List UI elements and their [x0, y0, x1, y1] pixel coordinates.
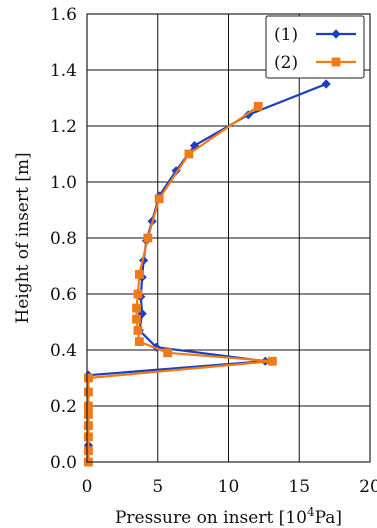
series-2-point	[184, 149, 194, 159]
series-2-point	[84, 410, 93, 419]
legend: (1)(2)	[265, 15, 365, 79]
x-axis-title: Pressure on insert [104Pa]	[115, 505, 342, 528]
series-2-point	[132, 303, 141, 313]
legend-marker-1	[331, 29, 341, 39]
x-axis-title-main: Pressure on insert [10	[115, 508, 307, 528]
y-tick-label: 1.2	[50, 117, 77, 137]
legend-label-2: (2)	[274, 53, 298, 73]
x-tick-label: 15	[288, 477, 310, 497]
series-2-point	[253, 102, 263, 111]
x-tick-label: 0	[82, 477, 93, 497]
series-2	[84, 102, 277, 467]
legend-marker-2	[331, 57, 341, 67]
series-2-point	[132, 314, 141, 324]
y-tick-label: 0.4	[50, 341, 77, 361]
x-axis-title-superscript: 4	[307, 505, 315, 519]
y-tick-label: 0.0	[50, 453, 77, 473]
x-tick-label: 10	[218, 477, 240, 497]
series-2-point	[84, 373, 93, 383]
series-2-point	[143, 233, 153, 243]
y-tick-label: 0.2	[50, 397, 77, 417]
series-2-point	[84, 387, 93, 397]
y-tick-label: 1.0	[50, 173, 77, 193]
series-2-point	[133, 326, 143, 335]
series-2-point	[84, 421, 93, 430]
series-2-point	[267, 356, 277, 366]
series-2-point	[134, 270, 144, 279]
series-2-point	[133, 289, 143, 299]
y-tick-label: 0.6	[50, 285, 77, 305]
x-tick-label: 5	[152, 477, 163, 497]
series-2-point	[134, 337, 144, 346]
plot-frame	[86, 13, 371, 463]
series-1-point	[321, 79, 331, 89]
series-2-point	[154, 194, 164, 204]
series-1-point	[137, 309, 147, 319]
series-1	[83, 79, 331, 467]
series-2-point	[84, 446, 93, 456]
y-tick-label: 0.8	[50, 229, 77, 249]
legend-label-1: (1)	[274, 25, 298, 45]
y-tick-label: 1.4	[50, 61, 77, 81]
series-2-point	[163, 348, 173, 358]
series-2-point	[84, 432, 93, 442]
tick-labels: 0 5 10 15 20 0.0 0.2 0.4 0.6 0.8 1.0 1.2 1.4 1.6	[50, 5, 377, 497]
x-axis-title-unit: Pa]	[315, 508, 342, 528]
series-layer	[83, 79, 331, 467]
series-2-point	[84, 401, 93, 411]
y-axis-title: Height of insert [m]	[13, 152, 33, 323]
x-tick-label: 20	[359, 477, 377, 497]
series-2-line	[87, 105, 274, 462]
y-tick-label: 1.6	[50, 5, 77, 25]
